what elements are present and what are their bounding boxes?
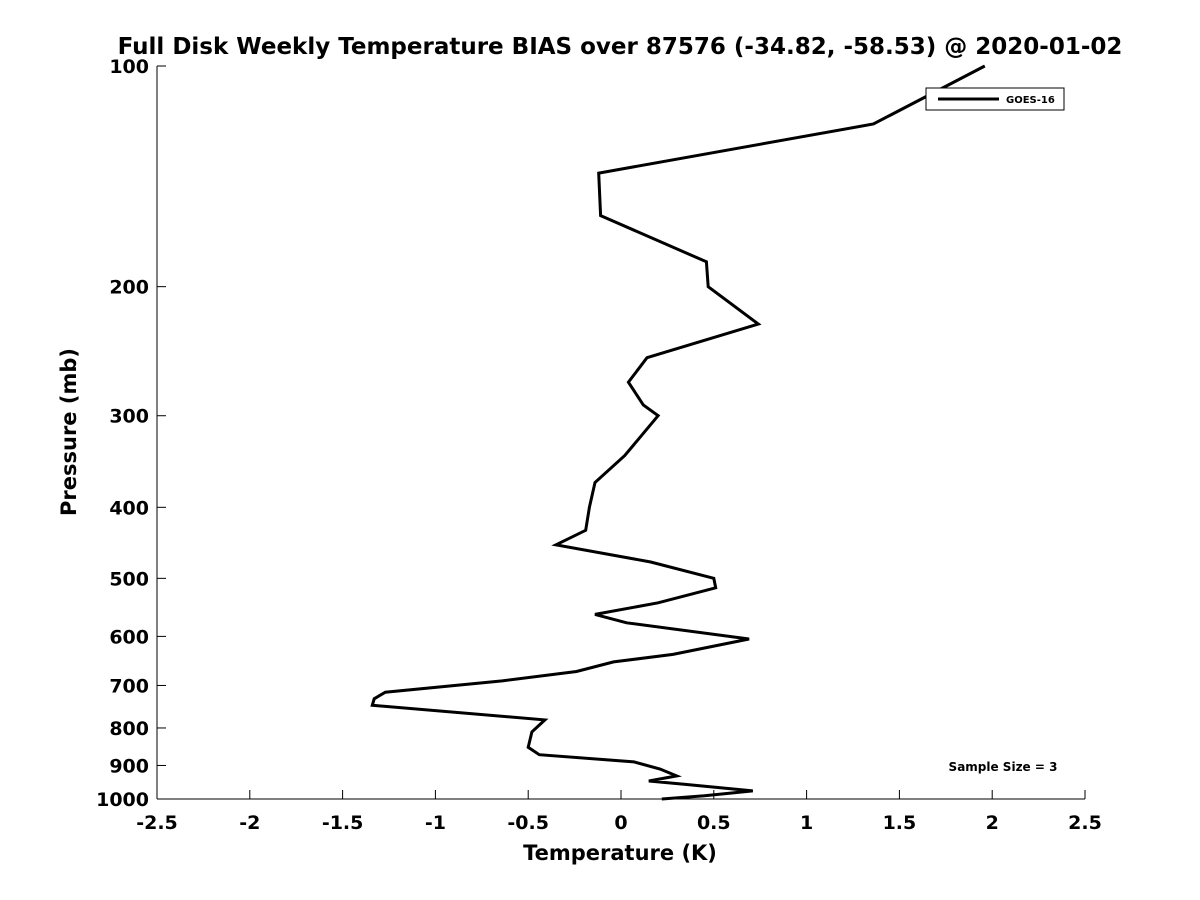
y-tick-label: 300	[109, 406, 149, 428]
x-tick-label: 0.5	[697, 812, 731, 834]
x-tick-label: -1.5	[322, 812, 364, 834]
y-tick-label: 700	[109, 675, 149, 697]
x-tick-label: -0.5	[507, 812, 549, 834]
x-axis-label: Temperature (K)	[523, 841, 717, 865]
series-line-goes-16	[370, 64, 986, 801]
sample-size-annotation: Sample Size = 3	[949, 760, 1058, 774]
axes	[156, 66, 1085, 800]
y-tick-label: 500	[109, 568, 149, 590]
x-tick-label: -2.5	[136, 812, 178, 834]
x-tick-label: -2	[239, 812, 260, 834]
series-layer	[370, 64, 986, 801]
x-tick-label: 2	[986, 812, 999, 834]
y-tick-label: 800	[109, 718, 149, 740]
y-tick-label: 100	[109, 56, 149, 78]
y-tick-label: 400	[109, 497, 149, 519]
x-tick-label: 1	[800, 812, 813, 834]
legend-label: GOES-16	[1006, 95, 1055, 106]
y-tick-label: 200	[109, 277, 149, 299]
legend: GOES-16	[925, 87, 1065, 111]
chart-title: Full Disk Weekly Temperature BIAS over 8…	[118, 34, 1123, 60]
y-tick-label: 600	[109, 626, 149, 648]
y-tick-label: 1000	[96, 789, 149, 811]
ticks: -2.5 -2 -1.5 -1 -0.5 0 0.5 1 1.5 2 2.5 100 200 300 400…	[96, 56, 1102, 834]
x-tick-label: 1.5	[883, 812, 917, 834]
x-tick-label: -1	[425, 812, 446, 834]
y-tick-label: 900	[109, 755, 149, 777]
y-axis-label: Pressure (mb)	[57, 348, 81, 516]
x-tick-label: 0	[614, 812, 627, 834]
x-tick-label: 2.5	[1068, 812, 1102, 834]
